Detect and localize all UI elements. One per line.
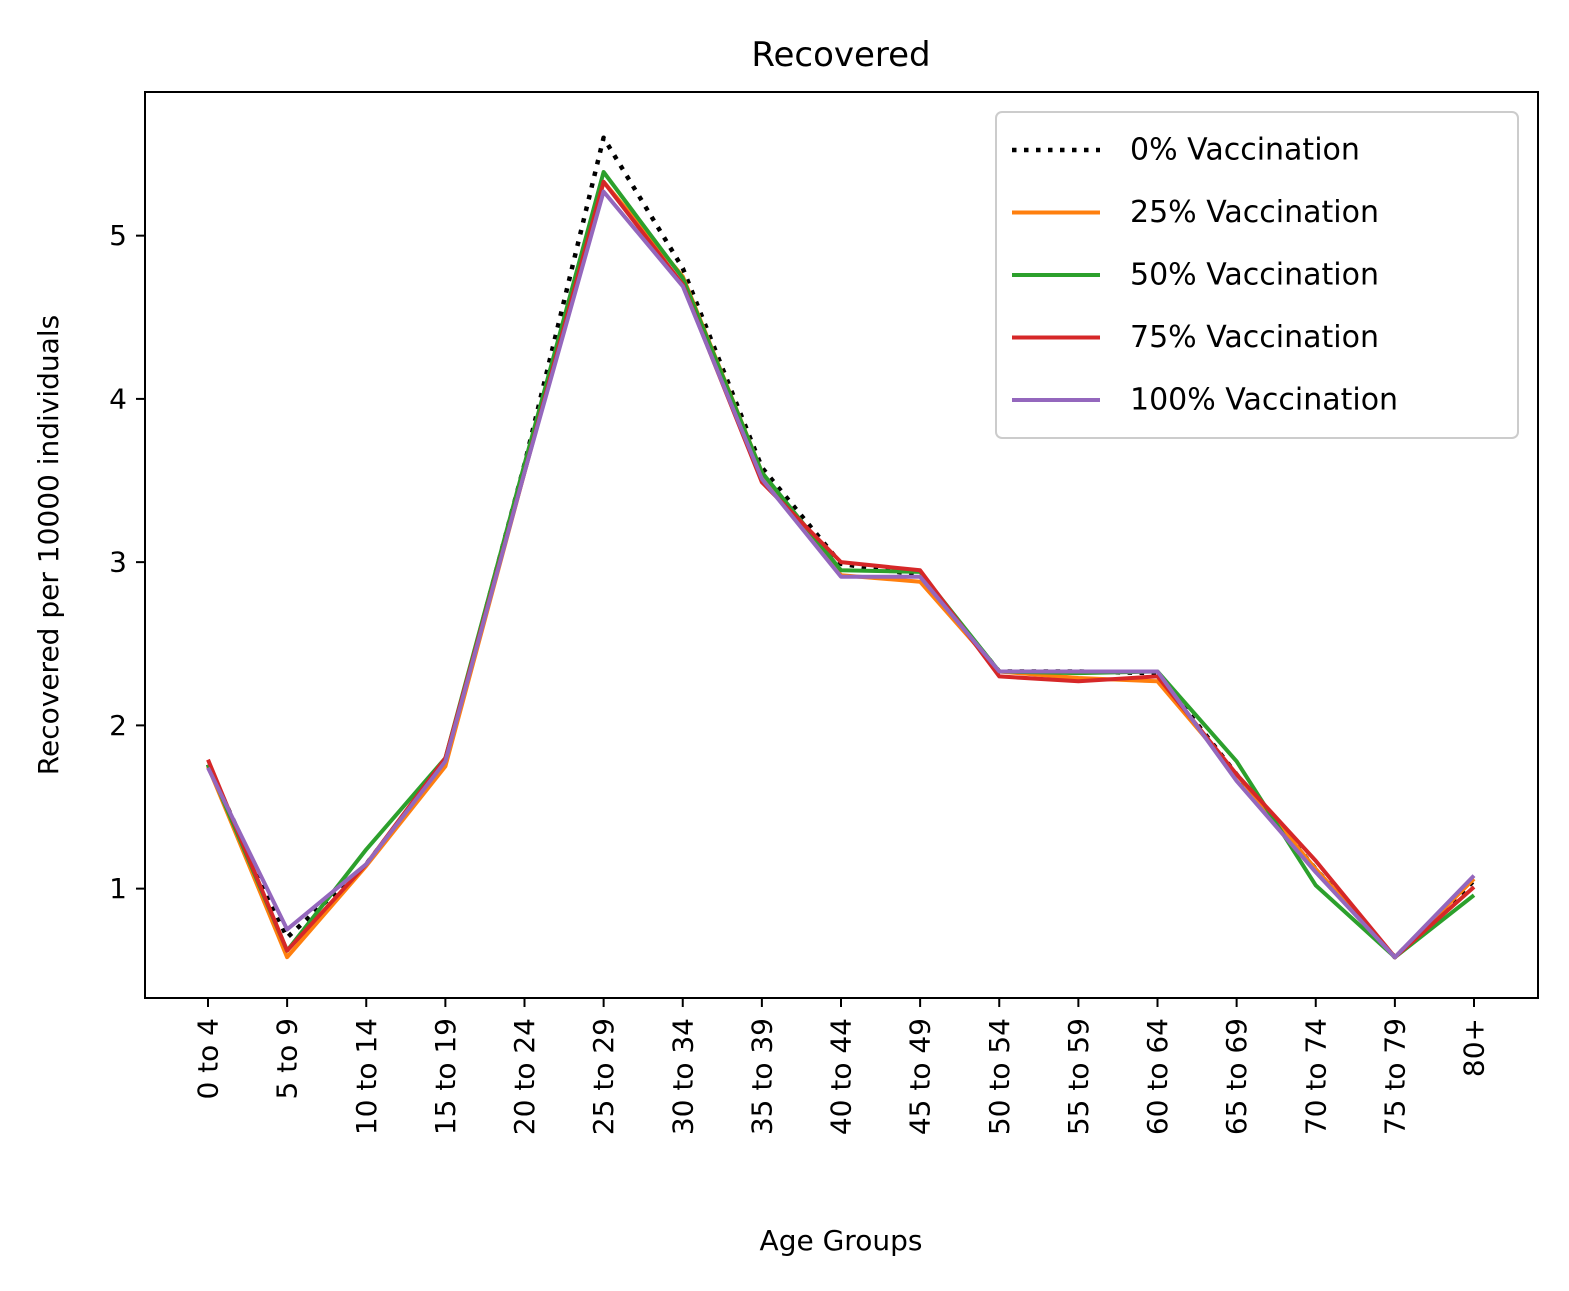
x-tick-label: 5 to 9 [271,1018,304,1100]
legend: 0% Vaccination 25% Vaccination 50% Vaccina… [995,111,1519,439]
y-axis-label: Recovered per 10000 individuals [32,315,65,775]
x-tick-label: 30 to 34 [666,1018,699,1135]
legend-label-1: 25% Vaccination [1130,195,1379,230]
y-tick-label: 5 [109,219,127,252]
x-tick-label: 60 to 64 [1141,1018,1174,1135]
x-tick-label: 50 to 54 [983,1018,1016,1135]
axis-layer: 0 to 4 5 to 9 10 to 14 15 to 19 20 to 24 25 t… [109,219,1490,1135]
x-tick-label: 55 to 59 [1062,1018,1095,1135]
chart-title: Recovered [751,35,930,75]
x-tick-label: 15 to 19 [429,1018,462,1135]
x-tick-label: 80+ [1458,1018,1491,1077]
x-tick-label: 25 to 29 [587,1018,620,1135]
series-line-4 [206,189,1476,960]
x-tick-label: 0 to 4 [192,1018,225,1100]
legend-box [995,111,1519,439]
x-axis-label: Age Groups [760,1224,923,1257]
legend-label-0: 0% Vaccination [1130,133,1360,168]
y-tick-label: 2 [109,709,127,742]
x-tick-label: 20 to 24 [508,1018,541,1135]
legend-label-4: 100% Vaccination [1130,383,1398,418]
legend-entries: 0% Vaccination 25% Vaccination 50% Vaccina… [1012,133,1398,418]
legend-label-3: 75% Vaccination [1130,320,1379,355]
x-tick-label: 65 to 69 [1220,1018,1253,1135]
y-tick-label: 1 [109,872,127,905]
x-tick-label: 45 to 49 [904,1018,937,1135]
x-tick-label: 75 to 79 [1378,1018,1411,1135]
y-tick-label: 3 [109,546,127,579]
x-tick-label: 35 to 39 [745,1018,778,1135]
x-tick-label: 10 to 14 [350,1018,383,1135]
x-tick-label: 70 to 74 [1299,1018,1332,1135]
y-tick-label: 4 [109,382,127,415]
legend-label-2: 50% Vaccination [1130,258,1379,293]
series-layer [205,135,1476,960]
x-tick-label: 40 to 44 [825,1018,858,1135]
